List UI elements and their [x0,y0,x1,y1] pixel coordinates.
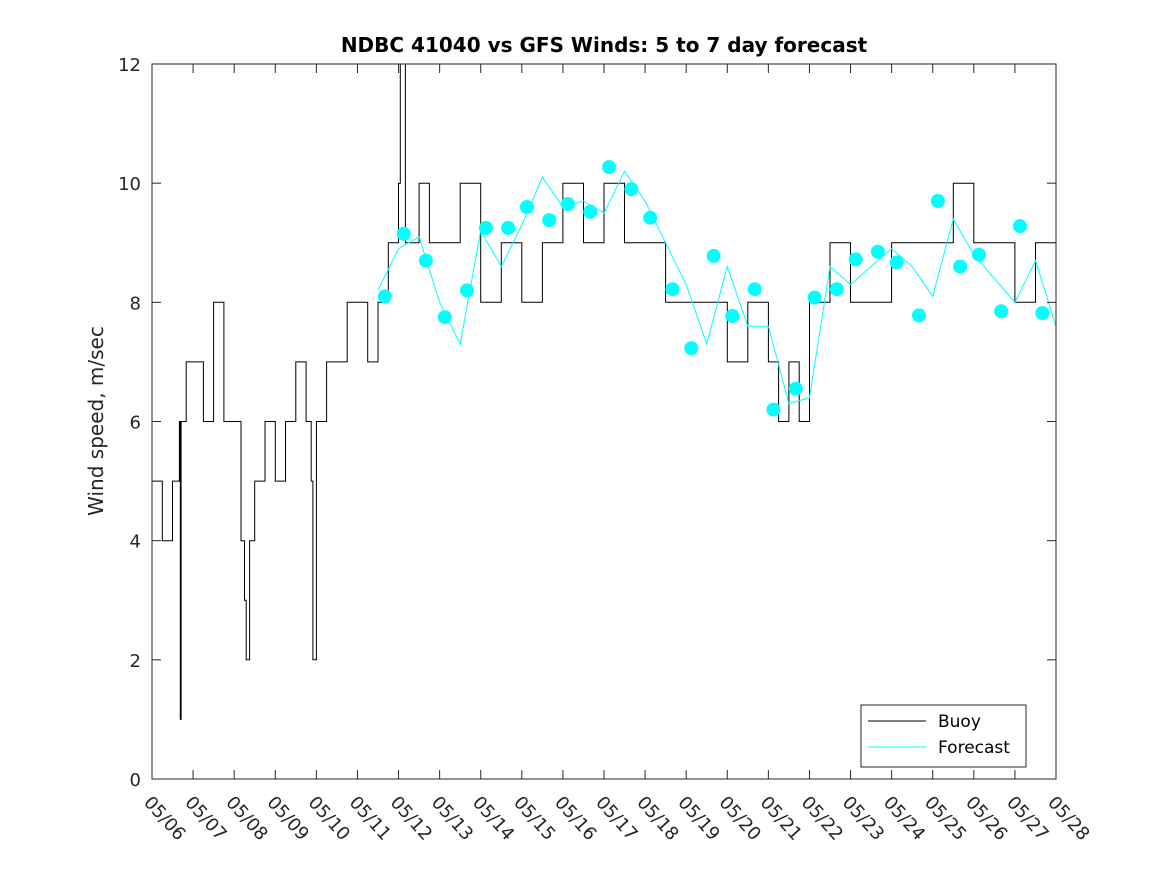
forecast-marker [520,200,534,214]
x-tick-label: 05/14 [468,792,518,845]
forecast-marker [377,289,392,304]
forecast-marker [994,304,1009,319]
forecast-marker [912,308,926,323]
forecast-marker [870,244,885,259]
x-tick-label: 05/28 [1043,792,1093,845]
y-tick-label: 4 [130,532,141,553]
y-tick-label: 8 [130,293,141,314]
forecast-marker [418,253,433,268]
x-tick-label: 05/08 [221,792,271,845]
y-tick-label: 10 [118,174,141,195]
forecast-marker [807,290,822,305]
series-line-forecast [377,170,1057,405]
forecast-marker [624,182,639,197]
y-axis-label: Wind speed, m/sec [84,326,108,516]
x-tick-label: 05/26 [961,792,1011,845]
forecast-marker [788,381,803,396]
x-tick-label: 05/10 [304,792,354,845]
x-tick-label: 05/07 [180,792,230,845]
x-tick-label: 05/24 [879,792,929,845]
forecast-marker [706,248,721,263]
plot-frame [151,63,1057,780]
x-tick-label: 05/15 [509,792,559,845]
y-tick-label: 12 [118,55,141,76]
forecast-marker [829,282,844,297]
forecast-marker [478,220,493,235]
forecast-marker [665,282,680,297]
legend-forecast-label: Forecast [938,738,1010,758]
x-tick-label: 05/25 [920,792,970,845]
y-tick-label: 2 [130,651,141,672]
forecast-marker [930,194,945,208]
forecast-marker [583,204,598,219]
x-tick-label: 05/22 [797,792,847,845]
forecast-marker [1035,306,1050,321]
x-tick-label: 05/13 [427,792,477,845]
y-tick-label: 0 [130,770,141,791]
forecast-marker [396,226,411,241]
x-tick-label: 05/09 [263,792,313,845]
x-tick-label: 05/23 [838,792,888,845]
forecast-marker [747,282,762,297]
x-tick-label: 05/12 [386,792,436,845]
forecast-marker [542,213,557,228]
forecast-marker [501,220,516,235]
forecast-marker [602,160,617,175]
legend-buoy-label: Buoy [938,712,981,732]
x-tick-label: 05/27 [1002,792,1052,845]
y-tick-label: 6 [130,413,141,434]
forecast-marker [889,255,904,270]
forecast-marker [437,310,452,325]
forecast-marker [561,197,575,211]
x-tick-label: 05/17 [591,792,641,845]
forecast-marker [725,309,740,323]
marker-layer [377,160,1050,417]
legend-box [860,704,1027,768]
forecast-marker [684,341,699,356]
x-tick-label: 05/16 [550,792,600,845]
forecast-marker [643,210,658,225]
x-tick-label: 05/06 [139,792,189,845]
forecast-marker [1013,219,1027,234]
forecast-marker [848,252,863,267]
x-tick-label: 05/11 [345,792,395,845]
x-tick-label: 05/21 [756,792,806,845]
legend: Buoy Forecast [860,704,1027,768]
forecast-marker [953,259,968,274]
chart-title: NDBC 41040 vs GFS Winds: 5 to 7 day fore… [341,33,868,57]
forecast-marker [972,247,986,262]
x-tick-label: 05/19 [673,792,723,845]
forecast-marker [460,283,474,298]
forecast-marker [766,402,781,417]
x-tick-label: 05/18 [632,792,682,845]
x-tick-label: 05/20 [715,792,765,845]
